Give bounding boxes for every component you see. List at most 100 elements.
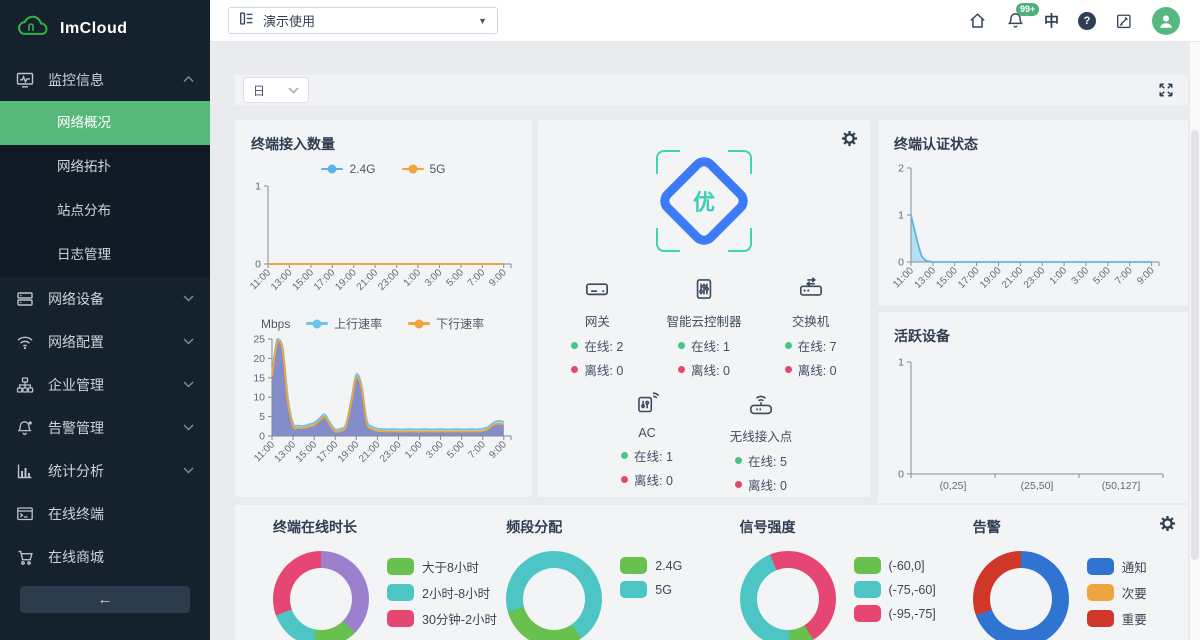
svg-text:7:00: 7:00 (466, 439, 488, 461)
sidebar-item-alarm-management[interactable]: 告警管理 (0, 406, 210, 449)
sidebar-item-label: 企业管理 (48, 376, 104, 393)
legend-item[interactable]: 2小时-8小时 (387, 583, 497, 602)
svg-text:9:00: 9:00 (1135, 265, 1157, 287)
legend-label: 5G (429, 162, 446, 176)
right-charts-column: 终端认证状态 0 1 2 11:00 13:00 15:00 17:00 19:00 21:00… (878, 120, 1188, 503)
legend-item[interactable]: 5G (620, 581, 682, 598)
alarm-bell-icon (16, 419, 34, 437)
legend-item[interactable]: (-75,-60] (853, 581, 936, 598)
legend-swatch-icon (853, 557, 881, 574)
sidebar-item-online-mall[interactable]: 在线商城 (0, 535, 210, 578)
svg-text:0: 0 (259, 431, 265, 443)
legend-item[interactable]: 大于8小时 (387, 557, 497, 576)
sidebar-item-statistics-analysis[interactable]: 统计分析 (0, 449, 210, 492)
sidebar-item-network-config[interactable]: 网络配置 (0, 320, 210, 363)
legend-label: 30分钟-2小时 (422, 613, 498, 627)
svg-text:17:00: 17:00 (956, 265, 982, 291)
svg-text:21:00: 21:00 (1000, 265, 1026, 291)
offline-dot-icon (784, 366, 792, 373)
workspace-value: 演示使用 (263, 14, 316, 29)
svg-text:(0,25]: (0,25] (940, 480, 967, 492)
sidebar-item-site-distribution[interactable]: 站点分布 (57, 203, 111, 218)
sidebar-item-network-overview[interactable]: 网络概况 (0, 101, 210, 145)
device-offline-count: 离线: 0 (767, 360, 855, 379)
legend-item[interactable]: 通知 (1086, 557, 1147, 576)
legend-swatch-icon (620, 557, 648, 574)
legend-label: 上行速率 (334, 317, 383, 331)
sidebar-submenu: 网络概况网络拓扑站点分布日志管理 (0, 101, 210, 277)
settings-gear-icon[interactable] (1159, 515, 1176, 537)
online-dot-icon (784, 342, 792, 349)
sitemap-icon (16, 376, 34, 394)
svg-text:23:00: 23:00 (378, 439, 404, 465)
sidebar-item-log-management[interactable]: 日志管理 (57, 247, 111, 262)
device-online-count: 在线: 1 (603, 446, 691, 465)
svg-text:17:00: 17:00 (315, 439, 341, 465)
chevron-down-icon (183, 467, 194, 474)
legend-swatch-icon (387, 610, 414, 627)
svg-text:3:00: 3:00 (1070, 265, 1092, 287)
logo: ImCloud (0, 0, 210, 58)
svg-text:1: 1 (898, 357, 904, 369)
sidebar-item-online-terminals[interactable]: 在线终端 (0, 492, 210, 535)
sidebar-item-label: 统计分析 (48, 462, 104, 479)
corner-bracket-icon (728, 150, 752, 174)
legend-item[interactable]: (-95,-75] (853, 605, 936, 622)
legend-label: 2.4G (655, 558, 683, 573)
auth-status-chart: 0 1 2 11:00 13:00 15:00 17:00 19:00 21:00 23:00 1:… (878, 158, 1188, 313)
svg-text:1:00: 1:00 (403, 439, 425, 461)
device-status-switch: 交换机 在线: 7 离线: 0 (767, 274, 855, 379)
legend-item[interactable]: 2.4G (321, 162, 376, 176)
legend-swatch-icon (853, 581, 881, 598)
svg-text:20: 20 (253, 353, 265, 365)
language-switcher[interactable]: 中 (1043, 13, 1059, 30)
sidebar-item-enterprise-management[interactable]: 企业管理 (0, 363, 210, 406)
card-title: 终端在线时长 (273, 519, 357, 535)
device-name: 网关 (584, 315, 610, 329)
sidebar-item-label: 监控信息 (48, 71, 104, 88)
donut-section-band-allocation: 频段分配 2.4G 5G (478, 505, 711, 640)
edit-form-icon[interactable] (1115, 12, 1133, 30)
card-title: 终端接入数量 (251, 136, 335, 152)
device-status-cloud-controller: 智能云控制器 在线: 1 离线: 0 (660, 274, 748, 379)
help-icon[interactable]: ? (1078, 11, 1096, 30)
legend-item[interactable]: 次要 (1086, 583, 1147, 602)
fullscreen-icon[interactable] (1158, 82, 1174, 98)
sidebar-collapse-button[interactable]: ← (20, 586, 190, 613)
legend-item[interactable]: (-60,0] (853, 557, 936, 574)
sidebar-item-network-topology[interactable]: 网络拓扑 (57, 159, 111, 174)
online-dot-icon (735, 457, 743, 464)
legend-swatch-icon (387, 558, 414, 575)
chevron-down-icon (288, 83, 299, 97)
sidebar-item-network-devices[interactable]: 网络设备 (0, 277, 210, 320)
legend-item[interactable]: 上行速率 (306, 315, 382, 332)
donut-chart-alarms (972, 551, 1069, 640)
legend-label: 通知 (1121, 561, 1147, 575)
svg-text:21:00: 21:00 (355, 267, 381, 293)
home-icon[interactable] (968, 11, 987, 30)
legend-marker-icon (306, 319, 329, 328)
donut-legend: 通知次要重要 (1086, 551, 1147, 628)
svg-text:5: 5 (259, 411, 265, 423)
donut-charts-row: 终端在线时长 大于8小时 2小时-8小时 30分钟-2小时 频段分配 2.4G 5G … (235, 505, 1188, 640)
legend-item[interactable]: 重要 (1086, 609, 1147, 628)
legend-item[interactable]: 30分钟-2小时 (387, 609, 497, 628)
period-selector[interactable]: 日 (243, 77, 309, 103)
notifications-bell-icon[interactable]: 99+ (1006, 3, 1040, 30)
legend-item[interactable]: 5G (401, 162, 446, 176)
legend-swatch-icon (1086, 610, 1114, 627)
vertical-scrollbar[interactable] (1190, 42, 1200, 640)
legend-item[interactable]: 2.4G (620, 557, 682, 574)
settings-gear-icon[interactable] (841, 130, 858, 152)
notification-badge: 99+ (1015, 3, 1040, 16)
workspace-selector[interactable]: 演示使用 ▼ (228, 7, 498, 34)
device-online-count: 在线: 7 (767, 336, 855, 355)
sidebar-item-monitoring-info[interactable]: 监控信息 (0, 58, 210, 101)
legend-label: 5G (655, 582, 672, 597)
scrollbar-thumb[interactable] (1191, 130, 1199, 560)
user-avatar[interactable] (1152, 6, 1180, 35)
sidebar-item-label: 网络设备 (48, 290, 104, 307)
legend-item[interactable]: 下行速率 (408, 315, 484, 332)
throughput-header: Mbps 上行速率 下行速率 (235, 309, 532, 332)
dashboard-toolbar: 日 (235, 75, 1188, 105)
